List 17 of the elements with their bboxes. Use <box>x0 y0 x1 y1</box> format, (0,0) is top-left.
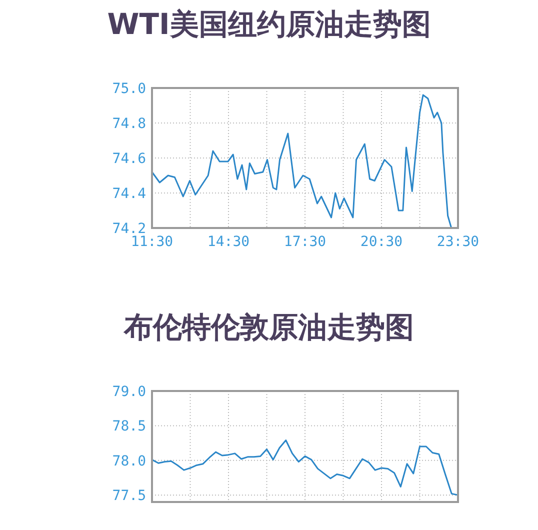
x-tick-label: 14:30 <box>207 234 250 250</box>
chart-title: WTI美国纽约原油走势图 <box>107 7 431 41</box>
y-tick-label: 74.2 <box>112 220 146 237</box>
y-tick-label: 74.8 <box>112 116 146 132</box>
line-series <box>151 440 459 496</box>
y-tick-label: 79.0 <box>112 384 146 400</box>
x-tick-label: 17:30 <box>284 234 326 250</box>
x-tick-label: 23:30 <box>436 234 480 250</box>
y-tick-label: 78.5 <box>112 418 146 435</box>
x-tick-label: 11:30 <box>130 234 174 250</box>
y-tick-label: 74.6 <box>112 150 146 167</box>
x-tick-label: 20:30 <box>360 234 403 250</box>
y-tick-label: 77.5 <box>112 488 146 504</box>
chart-title: 布伦特伦敦原油走势图 <box>123 310 414 344</box>
y-tick-label: 75.0 <box>112 80 146 97</box>
y-tick-label: 74.4 <box>112 186 146 202</box>
y-tick-label: 78.0 <box>112 453 146 470</box>
